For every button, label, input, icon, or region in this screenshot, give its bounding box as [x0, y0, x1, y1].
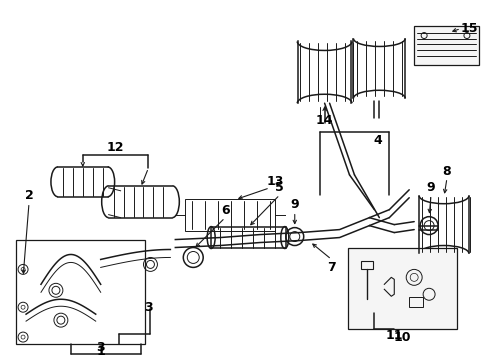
Bar	[211, 226, 285, 248]
Text: 8: 8	[442, 165, 450, 178]
Text: 4: 4	[372, 134, 381, 147]
Text: 11: 11	[385, 329, 402, 342]
Text: 13: 13	[265, 175, 283, 188]
Text: 15: 15	[459, 22, 477, 35]
Text: 2: 2	[24, 189, 33, 202]
Text: 3: 3	[96, 341, 105, 354]
Bar	[185, 199, 274, 231]
Text: 10: 10	[393, 330, 410, 343]
Text: 5: 5	[275, 181, 284, 194]
Text: 14: 14	[315, 114, 333, 127]
Bar	[347, 248, 456, 329]
Text: 12: 12	[107, 141, 124, 154]
Text: 6: 6	[220, 204, 229, 217]
Bar	[413, 26, 478, 66]
Bar	[408, 297, 422, 307]
Text: 1: 1	[96, 345, 105, 357]
Text: 7: 7	[326, 261, 335, 274]
Bar	[361, 261, 373, 269]
Text: 9: 9	[290, 198, 299, 211]
Bar	[16, 239, 145, 344]
Text: 3: 3	[144, 301, 152, 314]
Text: 9: 9	[426, 181, 434, 194]
